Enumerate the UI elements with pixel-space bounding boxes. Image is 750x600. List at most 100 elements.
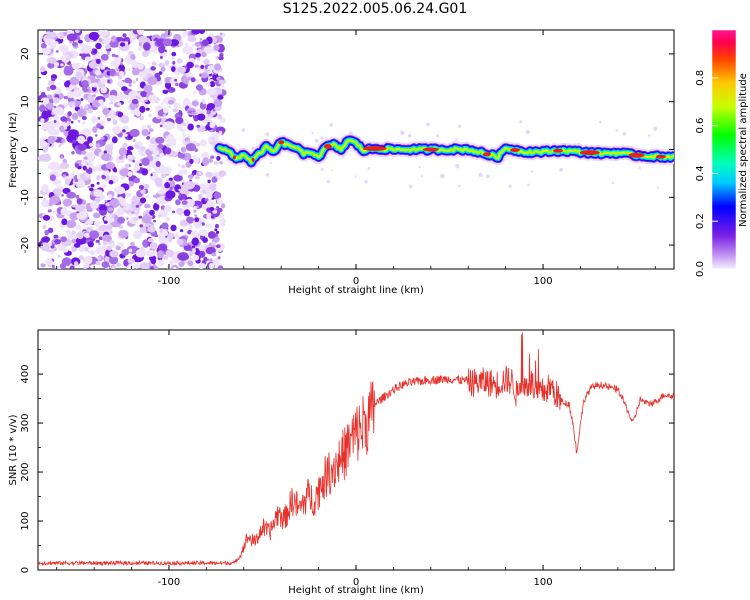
noise-blob <box>201 72 208 79</box>
noise-blob <box>165 190 176 199</box>
noise-blob <box>146 194 150 199</box>
noise-blob <box>75 71 83 80</box>
noise-blob <box>112 126 122 135</box>
spectrogram-ylabel: Frequency (Hz) <box>8 112 19 188</box>
noise-blob <box>88 187 94 192</box>
noise-blob <box>164 204 172 213</box>
noise-blob <box>120 61 123 65</box>
noise-blob <box>75 30 80 34</box>
noise-speck <box>407 134 412 138</box>
noise-blob <box>188 224 193 227</box>
noise-blob <box>103 37 111 45</box>
noise-blob <box>157 189 165 195</box>
noise-blob <box>40 263 46 268</box>
noise-speck <box>622 131 627 136</box>
noise-blob <box>117 133 123 138</box>
noise-blob <box>61 194 64 197</box>
noise-blob <box>57 255 61 258</box>
noise-blob <box>168 237 173 243</box>
noise-blob <box>49 84 57 90</box>
noise-blob <box>87 86 91 90</box>
noise-blob <box>206 109 211 115</box>
noise-blob <box>171 51 177 57</box>
noise-blob <box>217 114 223 120</box>
noise-blob <box>111 213 116 218</box>
x-tick-label: 100 <box>534 577 553 588</box>
noise-speck <box>241 128 246 132</box>
noise-blob <box>127 67 131 71</box>
noise-speck <box>364 179 368 184</box>
noise-blob <box>42 214 51 221</box>
noise-speck <box>508 184 512 188</box>
noise-blob <box>101 234 112 243</box>
noise-blob <box>66 33 77 42</box>
noise-speck <box>530 170 534 173</box>
noise-blob <box>138 151 146 157</box>
noise-blob <box>144 222 150 228</box>
noise-blob <box>209 206 215 212</box>
noise-blob <box>45 257 53 266</box>
noise-blob <box>173 266 177 269</box>
noise-blob <box>194 79 200 83</box>
noise-blob <box>205 82 211 87</box>
noise-blob <box>150 266 154 269</box>
noise-blob <box>95 239 100 243</box>
y-tick-label: 20 <box>20 48 31 61</box>
noise-speck <box>559 167 564 172</box>
noise-blob <box>125 96 129 100</box>
noise-blob <box>161 229 169 237</box>
noise-speck <box>367 167 371 170</box>
noise-blob <box>181 132 187 138</box>
noise-blob <box>130 242 135 246</box>
noise-speck <box>458 184 461 188</box>
snr-frame <box>37 329 675 571</box>
noise-blob <box>182 123 187 126</box>
noise-blob <box>214 63 222 71</box>
colorbar-ticks: 0.0 0.2 0.4 0.6 0.8 <box>695 70 718 277</box>
noise-blob <box>60 63 64 67</box>
noise-blob <box>175 199 181 206</box>
noise-blob <box>53 105 57 109</box>
y-tick-label: 0 <box>20 146 31 152</box>
noise-speck <box>458 124 462 129</box>
noise-blob <box>55 87 62 95</box>
noise-blob <box>145 107 150 111</box>
noise-blob <box>210 155 215 159</box>
noise-blob <box>209 258 213 263</box>
noise-blob <box>63 95 68 100</box>
noise-speck <box>519 120 523 124</box>
noise-blob <box>107 246 112 251</box>
noise-blob <box>181 164 186 169</box>
noise-blob <box>149 46 158 53</box>
noise-blob <box>109 101 114 105</box>
noise-blob <box>156 201 161 205</box>
colorbar-frame <box>711 29 737 270</box>
noise-blob <box>162 38 173 47</box>
noise-blob <box>137 47 142 52</box>
noise-blob <box>71 238 77 244</box>
noise-blob <box>181 33 186 38</box>
noise-blob <box>93 221 97 225</box>
noise-blob <box>137 62 144 70</box>
noise-blob <box>178 59 183 64</box>
noise-blob <box>207 65 215 71</box>
noise-blob <box>98 242 101 245</box>
noise-blob <box>165 249 174 258</box>
noise-blob <box>149 209 155 216</box>
noise-blob <box>218 170 227 177</box>
ridge-peak <box>232 155 236 160</box>
noise-blob <box>131 197 136 203</box>
noise-blob <box>83 267 87 269</box>
noise-speck <box>420 175 423 178</box>
noise-blob <box>173 174 183 182</box>
noise-blob <box>211 133 216 137</box>
noise-blob <box>132 80 136 84</box>
noise-blob <box>62 198 73 207</box>
noise-blob <box>156 99 160 103</box>
noise-blob <box>160 45 166 50</box>
noise-blob <box>219 53 224 57</box>
noise-blob <box>95 42 102 50</box>
noise-blob <box>103 240 108 245</box>
ridge-peak <box>323 144 332 149</box>
noise-blob <box>85 255 93 265</box>
